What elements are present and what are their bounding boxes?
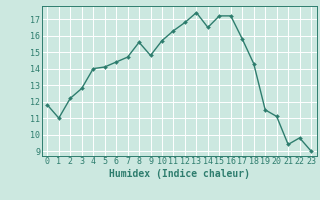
X-axis label: Humidex (Indice chaleur): Humidex (Indice chaleur) — [109, 169, 250, 179]
